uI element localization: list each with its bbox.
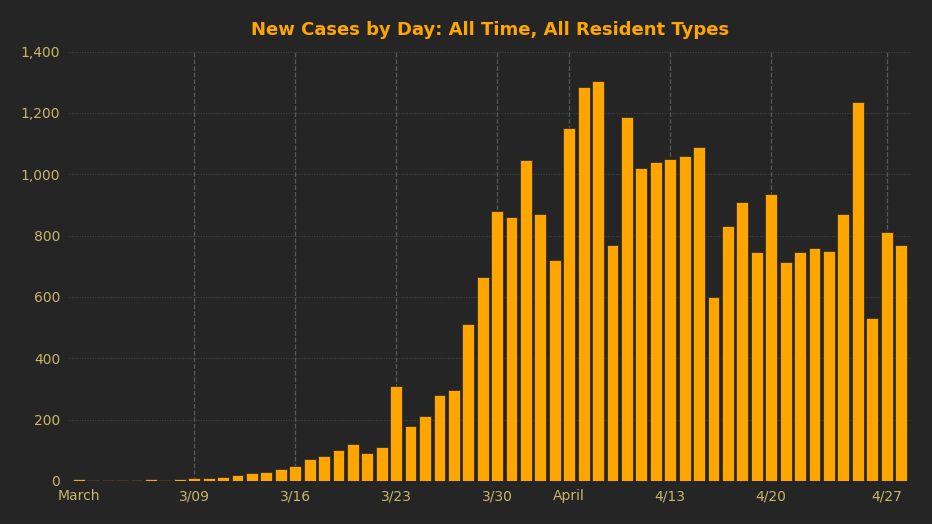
Bar bbox=[130, 480, 143, 481]
Bar bbox=[636, 168, 648, 481]
Bar bbox=[231, 475, 243, 481]
Bar bbox=[578, 87, 590, 481]
Bar bbox=[275, 468, 287, 481]
Bar bbox=[88, 480, 99, 481]
Bar bbox=[650, 162, 662, 481]
Bar bbox=[852, 102, 864, 481]
Bar bbox=[765, 194, 777, 481]
Bar bbox=[362, 453, 373, 481]
Bar bbox=[678, 156, 691, 481]
Bar bbox=[491, 211, 503, 481]
Bar bbox=[145, 479, 157, 481]
Bar bbox=[246, 473, 258, 481]
Bar bbox=[563, 128, 575, 481]
Bar bbox=[477, 277, 488, 481]
Bar bbox=[289, 465, 301, 481]
Bar bbox=[707, 297, 720, 481]
Bar bbox=[333, 450, 344, 481]
Bar bbox=[607, 245, 619, 481]
Bar bbox=[448, 390, 459, 481]
Bar bbox=[549, 260, 561, 481]
Bar bbox=[260, 472, 272, 481]
Bar bbox=[823, 251, 835, 481]
Bar bbox=[102, 480, 114, 481]
Bar bbox=[391, 386, 402, 481]
Bar bbox=[159, 479, 171, 481]
Bar bbox=[809, 248, 820, 481]
Bar bbox=[621, 117, 633, 481]
Bar bbox=[881, 233, 893, 481]
Bar bbox=[665, 159, 676, 481]
Bar bbox=[116, 479, 128, 481]
Bar bbox=[895, 245, 907, 481]
Bar bbox=[838, 214, 849, 481]
Bar bbox=[751, 253, 762, 481]
Bar bbox=[376, 447, 388, 481]
Bar bbox=[867, 318, 878, 481]
Bar bbox=[592, 81, 604, 481]
Bar bbox=[534, 214, 546, 481]
Bar bbox=[174, 479, 185, 481]
Bar bbox=[736, 202, 748, 481]
Bar bbox=[419, 417, 431, 481]
Bar bbox=[794, 253, 806, 481]
Bar bbox=[318, 456, 330, 481]
Bar bbox=[188, 478, 200, 481]
Bar bbox=[202, 478, 214, 481]
Bar bbox=[433, 395, 445, 481]
Bar bbox=[462, 324, 474, 481]
Bar bbox=[520, 160, 532, 481]
Bar bbox=[693, 147, 705, 481]
Title: New Cases by Day: All Time, All Resident Types: New Cases by Day: All Time, All Resident… bbox=[251, 21, 729, 39]
Bar bbox=[73, 479, 85, 481]
Bar bbox=[304, 460, 316, 481]
Bar bbox=[217, 477, 229, 481]
Bar bbox=[506, 217, 517, 481]
Bar bbox=[722, 226, 733, 481]
Bar bbox=[347, 444, 359, 481]
Bar bbox=[404, 425, 417, 481]
Bar bbox=[780, 261, 791, 481]
